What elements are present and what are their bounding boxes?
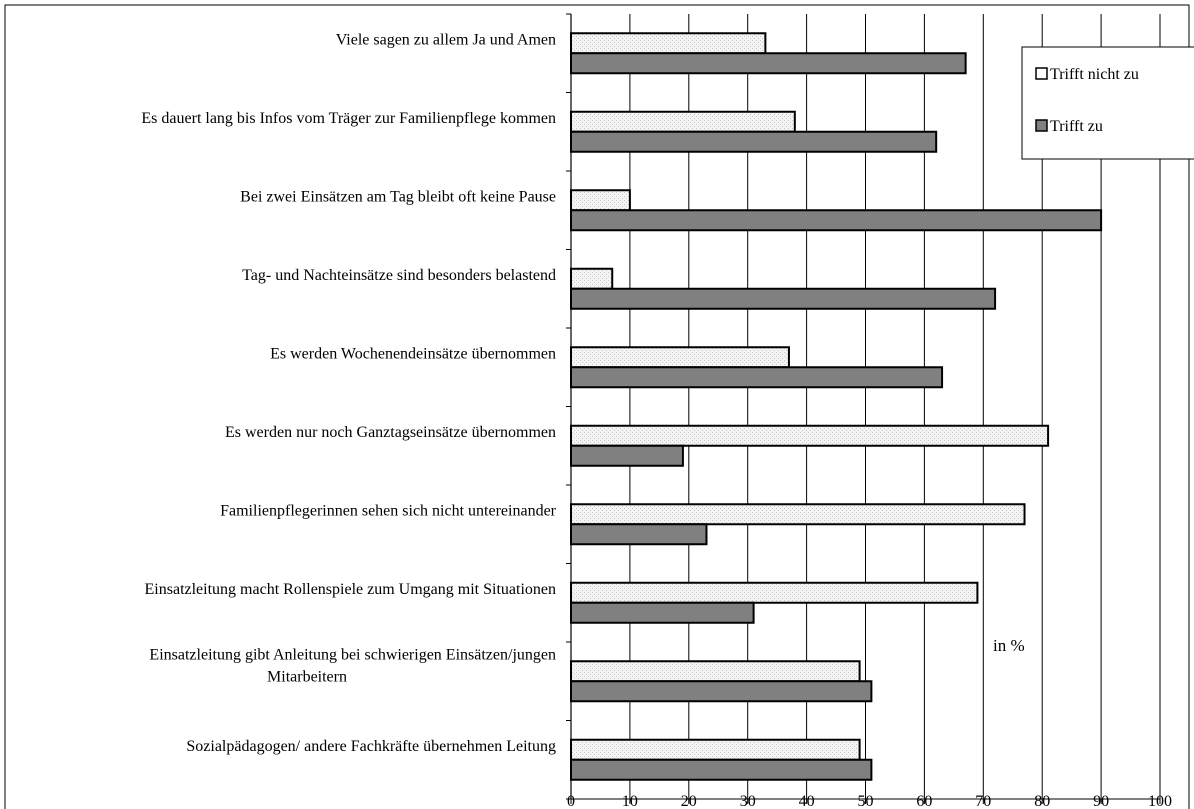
category-label: Sozialpädagogen/ andere Fachkräfte übern… bbox=[186, 738, 556, 755]
bar-trifft-nicht-zu bbox=[570, 32, 767, 55]
category-label: Einsatzleitung gibt Anleitung bei schwie… bbox=[149, 646, 556, 663]
category-label: Tag- und Nachteinsätze sind besonders be… bbox=[242, 267, 556, 284]
x-tick-label: 0 bbox=[567, 793, 575, 809]
bar-trifft-nicht-zu bbox=[570, 267, 614, 290]
category-label: Es werden nur noch Ganztagseinsätze über… bbox=[225, 424, 556, 441]
bar-trifft-nicht-zu bbox=[570, 189, 631, 212]
x-tick-label: 40 bbox=[799, 793, 815, 809]
bar-trifft-nicht-zu bbox=[570, 581, 979, 604]
x-tick-label: 70 bbox=[975, 793, 991, 809]
x-tick-label: 80 bbox=[1034, 793, 1050, 809]
bar-trifft-zu bbox=[570, 523, 708, 546]
bar-trifft-nicht-zu bbox=[570, 738, 861, 761]
legend bbox=[1021, 46, 1194, 160]
legend-label: Trifft nicht zu bbox=[1050, 66, 1139, 83]
legend-swatch bbox=[1035, 67, 1048, 80]
category-label: Familienpflegerinnen sehen sich nicht un… bbox=[220, 502, 557, 519]
bar-trifft-zu bbox=[570, 52, 967, 75]
legend-label: Trifft zu bbox=[1050, 118, 1103, 135]
unit-annotation: in % bbox=[993, 636, 1025, 655]
category-label: Es werden Wochenendeinsätze übernommen bbox=[270, 345, 556, 362]
x-tick-label: 100 bbox=[1148, 793, 1172, 809]
x-tick-label: 90 bbox=[1093, 793, 1109, 809]
legend-swatch bbox=[1035, 119, 1048, 132]
bar-trifft-zu bbox=[570, 680, 873, 703]
category-label: Viele sagen zu allem Ja und Amen bbox=[336, 31, 556, 48]
bar-trifft-nicht-zu bbox=[570, 346, 790, 369]
x-tick-label: 60 bbox=[916, 793, 932, 809]
category-label: Bei zwei Einsätzen am Tag bleibt oft kei… bbox=[240, 188, 556, 205]
bar-trifft-nicht-zu bbox=[570, 110, 796, 133]
x-tick-label: 10 bbox=[622, 793, 638, 809]
x-tick-label: 30 bbox=[740, 793, 756, 809]
x-tick-label: 20 bbox=[681, 793, 697, 809]
category-label: Einsatzleitung macht Rollenspiele zum Um… bbox=[145, 581, 556, 598]
bar-trifft-nicht-zu bbox=[570, 424, 1050, 447]
category-label: Mitarbeitern bbox=[267, 668, 347, 685]
bar-trifft-zu bbox=[570, 758, 873, 781]
bar-trifft-zu bbox=[570, 209, 1103, 232]
bar-trifft-zu bbox=[570, 601, 755, 624]
bar-trifft-zu bbox=[570, 366, 944, 389]
bar-trifft-nicht-zu bbox=[570, 660, 861, 683]
x-tick-label: 50 bbox=[858, 793, 874, 809]
bar-trifft-zu bbox=[570, 130, 938, 153]
bar-trifft-zu bbox=[570, 287, 997, 310]
category-label: Es dauert lang bis Infos vom Träger zur … bbox=[141, 110, 556, 127]
bar-trifft-zu bbox=[570, 444, 684, 467]
bar-trifft-nicht-zu bbox=[570, 503, 1026, 526]
